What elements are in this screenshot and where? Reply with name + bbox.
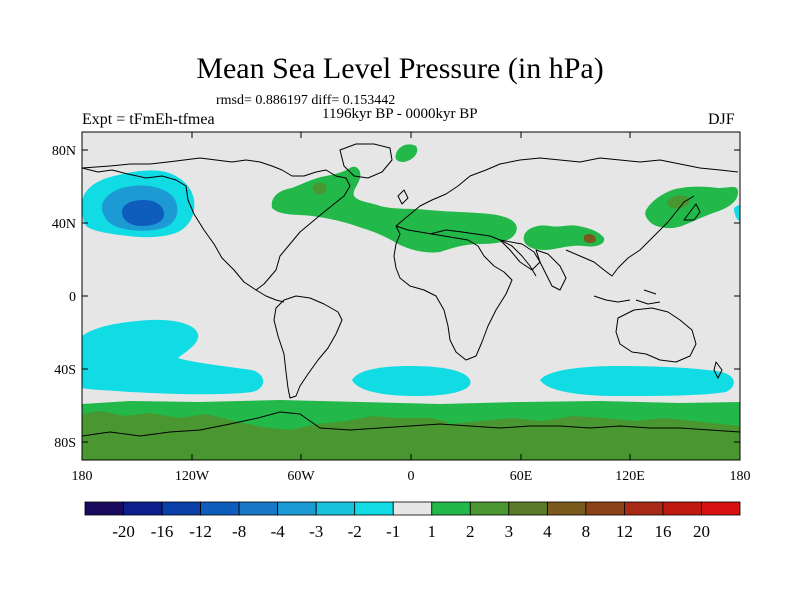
south-atlantic-light-blue	[352, 366, 471, 396]
colorbar-swatch	[277, 501, 317, 516]
colorbar-swatch	[585, 501, 625, 516]
colorbar-swatch	[354, 501, 394, 516]
map-field	[82, 132, 740, 460]
colorbar-swatch	[431, 501, 471, 516]
antarctic-dark-green-patch	[395, 418, 450, 428]
colorbar-label: -3	[309, 522, 323, 541]
lon-label-180w: 180	[72, 469, 93, 484]
colorbar: -20 -16 -12 -8 -4 -3 -2 -1 1 2 3 4 8 12 16 20	[84, 501, 741, 541]
lat-label-40n: 40N	[52, 217, 76, 232]
colorbar-swatch	[701, 501, 741, 516]
colorbar-swatch	[161, 501, 201, 516]
colorbar-swatch	[469, 501, 510, 516]
coastlines	[82, 143, 740, 437]
colorbar-swatch	[200, 501, 240, 516]
lon-label-60w: 60W	[287, 469, 315, 484]
colorbar-swatch	[84, 501, 124, 516]
colorbar-swatch	[123, 501, 163, 516]
asia-dark-patch	[584, 233, 596, 243]
colorbar-label: 20	[693, 522, 710, 541]
south-pacific-light-blue	[82, 319, 264, 395]
north-atlantic-dark-patch	[312, 182, 327, 195]
lon-label-60e: 60E	[510, 469, 533, 484]
colorbar-label: 3	[505, 522, 514, 541]
lon-label-120e: 120E	[615, 469, 645, 484]
lat-label-0: 0	[69, 290, 76, 305]
latitude-ticks	[82, 149, 740, 443]
colorbar-label: 8	[582, 522, 591, 541]
colorbar-label: -2	[348, 522, 362, 541]
colorbar-label: 2	[466, 522, 475, 541]
map-title: Mean Sea Level Pressure (in hPa)	[196, 52, 604, 85]
colorbar-swatch	[662, 501, 702, 516]
colorbar-swatch	[392, 501, 433, 516]
arctic-green-blob	[395, 144, 418, 162]
east-asia-green	[645, 186, 738, 229]
lat-label-80s: 80S	[54, 436, 76, 451]
colorbar-swatch	[315, 501, 356, 516]
lon-label-0: 0	[408, 469, 415, 484]
colorbar-label: -8	[232, 522, 246, 541]
colorbar-swatch	[546, 501, 587, 516]
longitude-ticks	[81, 132, 741, 460]
colorbar-label: -4	[271, 522, 286, 541]
season-label: DJF	[708, 111, 735, 128]
asia-green	[523, 225, 605, 250]
colorbar-label: -1	[386, 522, 400, 541]
colorbar-label: 1	[428, 522, 437, 541]
lat-label-40s: 40S	[54, 363, 76, 378]
colorbar-swatch	[508, 501, 548, 516]
colorbar-label: 12	[616, 522, 633, 541]
lat-label-80n: 80N	[52, 144, 76, 159]
north-pacific-deep-blue	[122, 200, 164, 226]
colorbar-label: -12	[189, 522, 212, 541]
rmsd-diff-stats: rmsd= 0.886197 diff= 0.153442	[216, 93, 396, 108]
colorbar-label: -20	[112, 522, 135, 541]
colorbar-swatch	[238, 501, 279, 516]
east-asia-dark-patch	[667, 195, 690, 209]
experiment-label: Expt = tFmEh-tfmea	[82, 111, 215, 128]
south-indian-light-blue	[540, 366, 734, 396]
lon-label-120w: 120W	[175, 469, 210, 484]
east-edge-blue	[734, 205, 740, 222]
lon-label-180e: 180	[730, 469, 751, 484]
colorbar-label: 16	[654, 522, 671, 541]
time-period-label: 1196kyr BP - 0000kyr BP	[322, 106, 478, 122]
colorbar-label: 4	[543, 522, 552, 541]
antarctic-dark-green-field	[82, 411, 740, 460]
colorbar-label: -16	[151, 522, 174, 541]
colorbar-swatch	[624, 501, 664, 516]
